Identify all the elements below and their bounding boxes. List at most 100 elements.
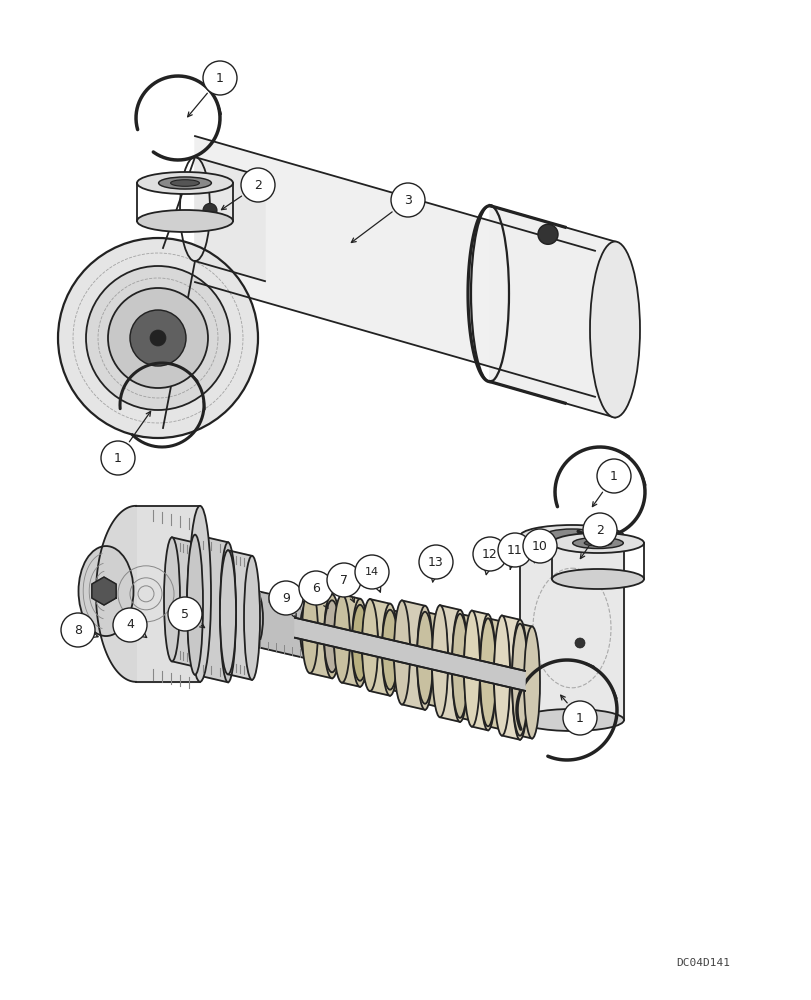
Text: 2: 2 <box>254 179 262 192</box>
Ellipse shape <box>381 604 397 696</box>
Circle shape <box>108 288 208 388</box>
Ellipse shape <box>463 617 479 721</box>
Ellipse shape <box>431 615 448 707</box>
Ellipse shape <box>572 538 623 548</box>
Polygon shape <box>294 618 525 691</box>
Ellipse shape <box>417 606 432 710</box>
Circle shape <box>562 701 596 735</box>
Text: DC04D141: DC04D141 <box>676 958 729 968</box>
Circle shape <box>268 581 303 615</box>
Circle shape <box>203 203 217 217</box>
Ellipse shape <box>417 612 432 704</box>
Ellipse shape <box>333 595 350 683</box>
Text: 4: 4 <box>126 618 134 632</box>
Ellipse shape <box>187 543 203 667</box>
Polygon shape <box>135 506 200 682</box>
Circle shape <box>86 266 230 410</box>
Ellipse shape <box>381 610 397 690</box>
Ellipse shape <box>299 603 315 659</box>
Polygon shape <box>172 537 195 667</box>
Text: 2: 2 <box>595 524 603 536</box>
Text: 12: 12 <box>482 548 497 560</box>
Ellipse shape <box>220 550 236 674</box>
Text: 13: 13 <box>427 556 444 568</box>
Polygon shape <box>370 599 389 696</box>
Circle shape <box>101 441 135 475</box>
Ellipse shape <box>512 624 527 736</box>
Ellipse shape <box>247 591 263 647</box>
Ellipse shape <box>189 506 211 682</box>
Polygon shape <box>501 616 519 740</box>
Text: 6: 6 <box>311 582 320 594</box>
Ellipse shape <box>324 594 340 678</box>
Circle shape <box>538 224 557 244</box>
Polygon shape <box>401 600 424 710</box>
Ellipse shape <box>512 620 527 740</box>
Ellipse shape <box>137 210 233 232</box>
Ellipse shape <box>170 180 200 186</box>
Ellipse shape <box>479 618 496 726</box>
Polygon shape <box>310 589 332 678</box>
Ellipse shape <box>243 556 260 680</box>
Ellipse shape <box>158 177 211 189</box>
Polygon shape <box>195 136 594 397</box>
Text: 8: 8 <box>74 624 82 637</box>
Ellipse shape <box>351 605 367 681</box>
Text: 3: 3 <box>404 194 411 207</box>
Ellipse shape <box>519 525 623 547</box>
Ellipse shape <box>523 626 539 738</box>
Polygon shape <box>359 605 370 683</box>
Circle shape <box>113 608 147 642</box>
Text: 1: 1 <box>609 470 617 483</box>
Polygon shape <box>341 595 359 687</box>
Ellipse shape <box>519 709 623 731</box>
Ellipse shape <box>164 537 180 661</box>
Ellipse shape <box>187 535 203 675</box>
Ellipse shape <box>583 540 611 546</box>
Ellipse shape <box>431 605 448 717</box>
Text: 1: 1 <box>114 452 122 464</box>
Ellipse shape <box>362 599 378 691</box>
Circle shape <box>574 638 584 648</box>
Ellipse shape <box>493 616 509 736</box>
Circle shape <box>58 238 258 438</box>
Ellipse shape <box>362 607 378 683</box>
Circle shape <box>391 183 424 217</box>
Circle shape <box>168 597 202 631</box>
Text: 10: 10 <box>531 540 547 552</box>
Ellipse shape <box>137 172 233 194</box>
Ellipse shape <box>79 546 133 636</box>
Text: 1: 1 <box>575 712 583 724</box>
Ellipse shape <box>220 542 236 682</box>
Text: 1: 1 <box>216 72 224 85</box>
Polygon shape <box>440 605 460 722</box>
Ellipse shape <box>393 600 410 704</box>
Ellipse shape <box>452 610 467 722</box>
Ellipse shape <box>351 599 367 687</box>
Circle shape <box>327 563 361 597</box>
Polygon shape <box>424 612 440 707</box>
Circle shape <box>130 310 186 366</box>
Circle shape <box>241 168 275 202</box>
Circle shape <box>418 545 453 579</box>
Polygon shape <box>489 206 614 418</box>
Polygon shape <box>389 610 401 692</box>
Ellipse shape <box>590 242 639 418</box>
Ellipse shape <box>551 569 643 589</box>
Polygon shape <box>92 577 116 605</box>
Text: 9: 9 <box>281 591 290 604</box>
Text: 11: 11 <box>507 544 522 556</box>
Polygon shape <box>471 611 487 730</box>
Circle shape <box>298 571 333 605</box>
Circle shape <box>522 529 556 563</box>
Ellipse shape <box>452 614 467 718</box>
Polygon shape <box>332 600 341 675</box>
Circle shape <box>354 555 388 589</box>
Circle shape <box>582 513 616 547</box>
Polygon shape <box>519 536 623 720</box>
Ellipse shape <box>302 589 318 673</box>
Text: 5: 5 <box>181 607 189 620</box>
Circle shape <box>203 61 237 95</box>
Polygon shape <box>255 591 307 659</box>
Circle shape <box>150 330 165 346</box>
